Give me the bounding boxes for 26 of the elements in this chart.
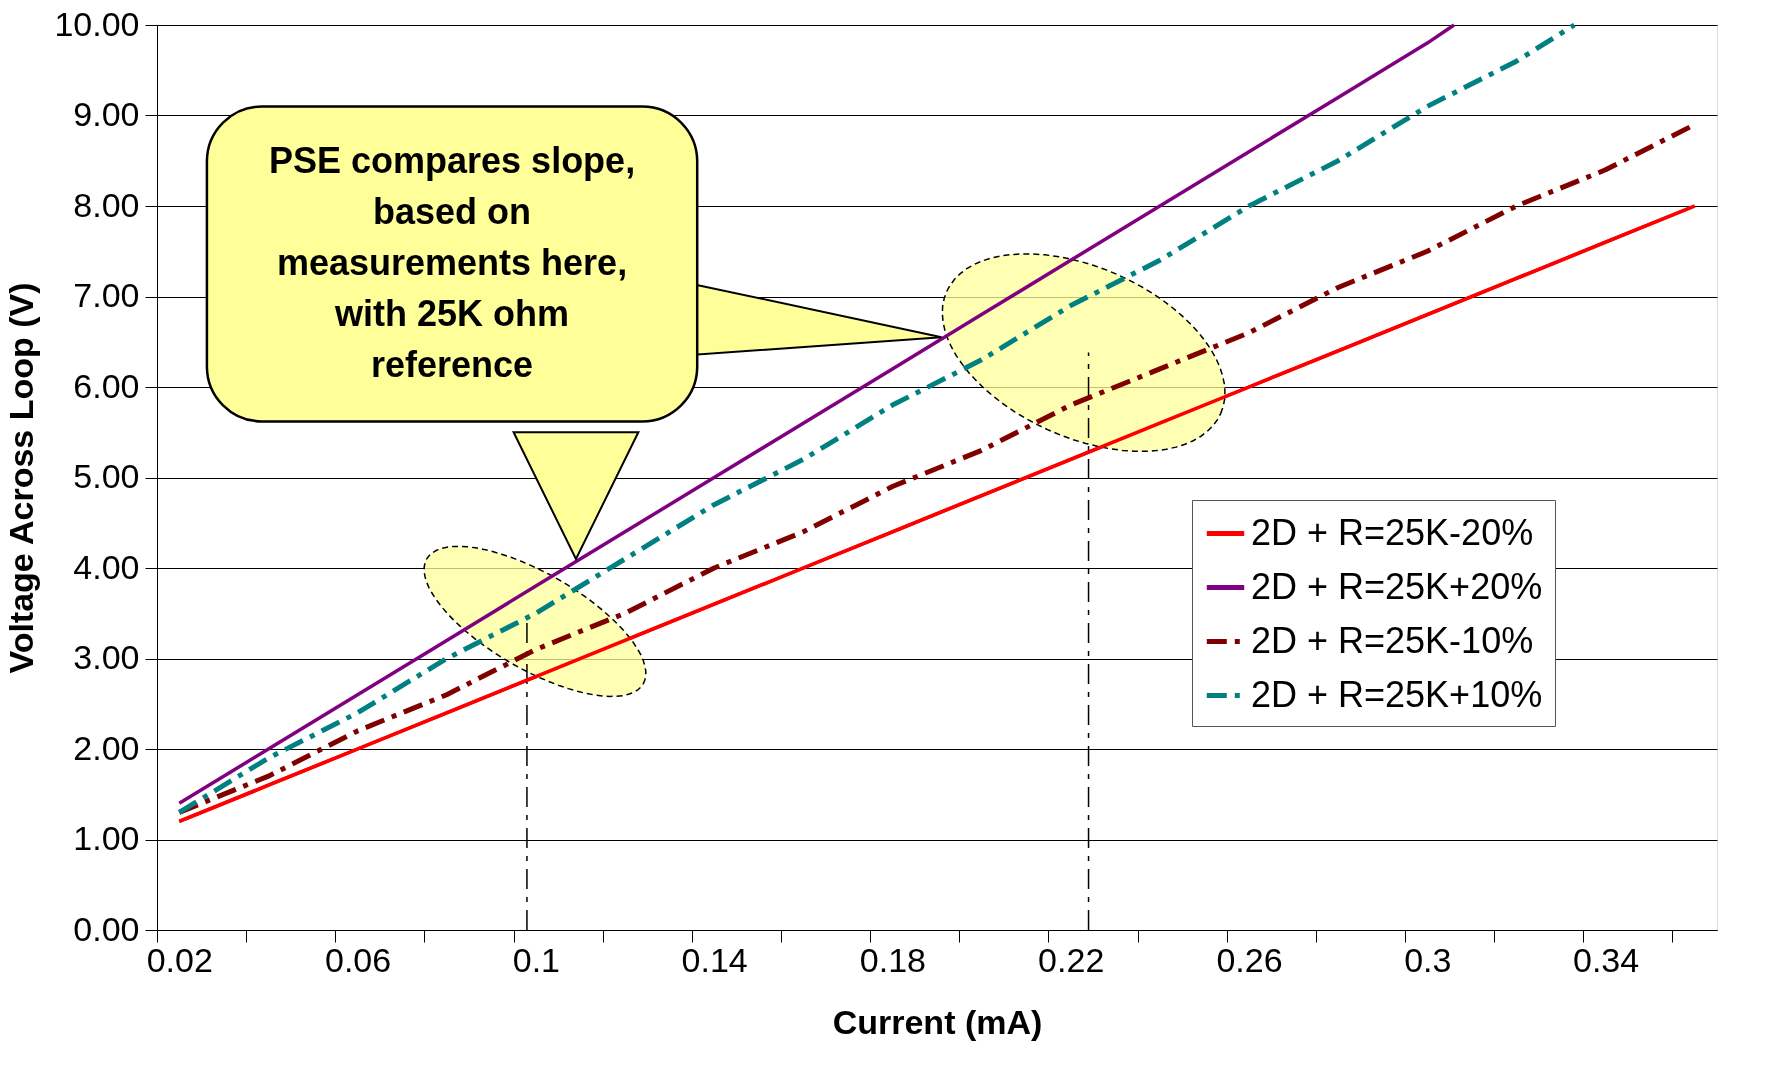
x-tick-label: 0.06	[324, 940, 392, 979]
y-tick-label: 1.00	[73, 819, 140, 857]
y-tick-label: 6.00	[73, 366, 140, 405]
x-tick-label: 0.14	[681, 940, 748, 979]
x-tick-label: 0.18	[859, 940, 927, 979]
y-tick-label: 10.00	[54, 4, 140, 43]
x-axis-title: Current (mA)	[832, 1002, 1043, 1041]
x-tick-label: 0.26	[1216, 940, 1283, 979]
x-tick-label: 0.02	[146, 940, 213, 979]
y-axis-title: Voltage Across Loop (V)	[2, 282, 41, 674]
x-tick-label: 0.3	[1404, 940, 1452, 979]
y-tick-label: 0.00	[73, 909, 140, 948]
legend-label: 2D + R=25K+20%	[1251, 565, 1543, 607]
y-tick-label: 2.00	[73, 728, 140, 767]
y-tick-label: 7.00	[73, 276, 140, 314]
y-tick-label: 3.00	[73, 638, 140, 676]
legend-label: 2D + R=25K-10%	[1251, 619, 1534, 661]
y-tick-label: 8.00	[73, 185, 140, 224]
legend-label: 2D + R=25K+10%	[1251, 673, 1543, 715]
y-tick-label: 9.00	[73, 95, 140, 133]
x-tick-label: 0.22	[1038, 940, 1105, 979]
legend-label: 2D + R=25K-20%	[1251, 511, 1534, 553]
x-tick-label: 0.34	[1572, 940, 1640, 979]
y-tick-label: 4.00	[73, 547, 140, 586]
y-tick-label: 5.00	[73, 457, 140, 495]
x-tick-label: 0.1	[512, 940, 560, 979]
